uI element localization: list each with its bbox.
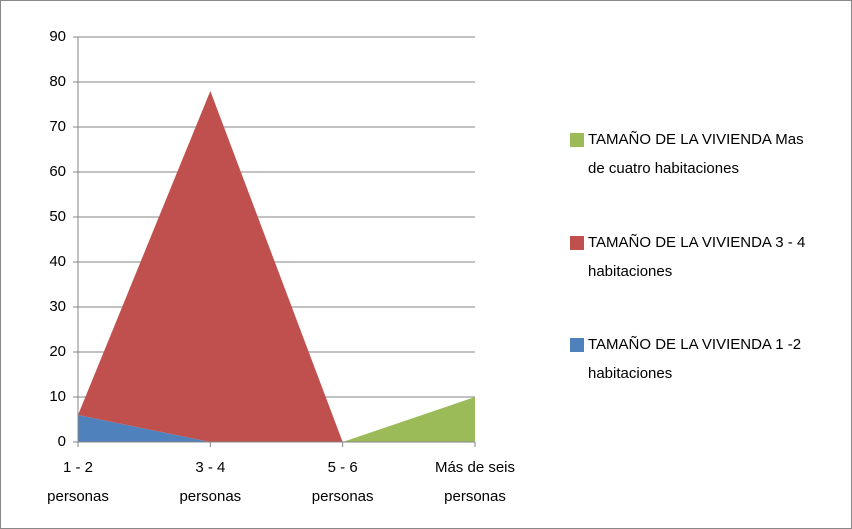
legend-label: TAMAÑO DE LA VIVIENDA 1 -2 habitaciones — [588, 336, 802, 382]
x-tick-label: 5 - 6 personas — [311, 459, 374, 505]
y-tick-label: 0 — [58, 433, 66, 450]
y-tick-label: 90 — [49, 28, 66, 45]
legend-swatch — [570, 236, 584, 250]
area — [78, 91, 475, 442]
legend-swatch — [570, 133, 584, 147]
y-tick-label: 40 — [49, 253, 66, 270]
x-tick-label: 3 - 4 personas — [179, 459, 242, 505]
legend-label: TAMAÑO DE LA VIVIENDA Mas de cuatro habi… — [588, 131, 804, 177]
legend-label: TAMAÑO DE LA VIVIENDA 3 - 4 habitaciones — [588, 234, 806, 280]
y-tick-label: 10 — [49, 388, 66, 405]
y-tick-label: 50 — [49, 208, 66, 225]
legend-swatch — [570, 338, 584, 352]
y-tick-label: 30 — [49, 298, 66, 315]
x-tick-label: Más de seis personas — [434, 459, 516, 505]
y-tick-label: 70 — [49, 118, 66, 135]
y-tick-label: 80 — [49, 73, 66, 90]
y-tick-label: 20 — [49, 343, 66, 360]
x-tick-label: 1 - 2 personas — [47, 459, 109, 505]
y-tick-label: 60 — [49, 163, 66, 180]
